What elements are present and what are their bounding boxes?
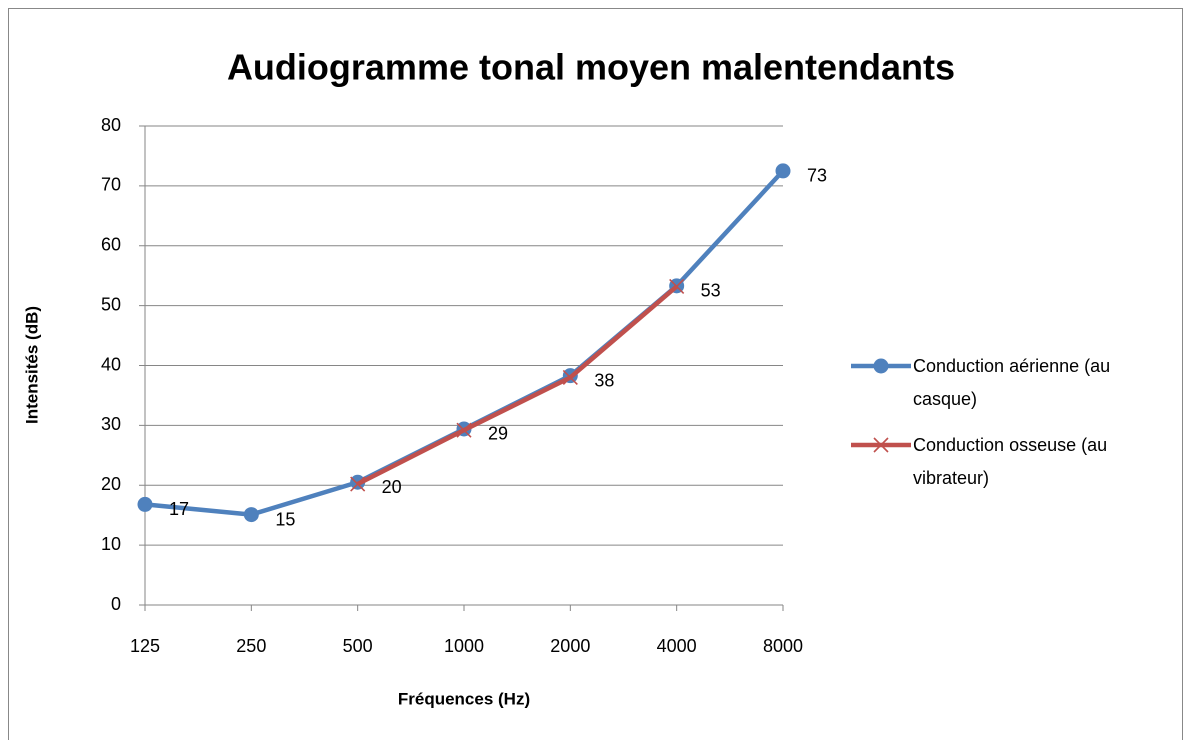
data-point (562, 369, 578, 386)
data-point (243, 507, 259, 523)
data-label: 15 (275, 509, 295, 529)
x-tick-label: 8000 (763, 636, 803, 656)
y-tick-label: 70 (101, 175, 121, 195)
y-tick-label: 80 (101, 115, 121, 135)
y-tick-label: 20 (101, 474, 121, 494)
data-point (669, 278, 685, 295)
chart-title: Audiogramme tonal moyen malentendants (227, 47, 955, 88)
legend-marker (873, 358, 889, 374)
x-tick-label: 500 (343, 636, 373, 656)
series-line (356, 284, 679, 487)
y-axis-title: Intensités (dB) (22, 306, 41, 424)
chart-border (8, 8, 1183, 740)
x-tick-label: 250 (236, 636, 266, 656)
legend-marker (873, 437, 889, 453)
y-tick-label: 0 (111, 594, 121, 614)
legend-entry: Conduction osseuse (au vibrateur) (913, 435, 1108, 488)
series-line (144, 169, 785, 517)
data-label: 17 (169, 499, 189, 519)
y-tick-label: 60 (101, 235, 121, 255)
legend-entry: Conduction aérienne (au casque) (913, 356, 1111, 409)
y-tick-label: 30 (101, 414, 121, 434)
x-tick-label: 1000 (444, 636, 484, 656)
y-tick-label: 40 (101, 354, 121, 374)
data-point (456, 422, 472, 438)
x-tick-label: 4000 (657, 636, 697, 656)
data-point (775, 163, 791, 179)
data-point (137, 496, 153, 512)
data-label: 73 (807, 166, 827, 186)
x-axis-title: Fréquences (Hz) (398, 689, 530, 708)
data-label: 53 (701, 281, 721, 301)
x-tick-label: 2000 (550, 636, 590, 656)
data-label: 20 (382, 477, 402, 497)
y-tick-label: 50 (101, 294, 121, 314)
y-tick-label: 10 (101, 534, 121, 554)
data-point (350, 476, 366, 492)
data-label: 38 (594, 370, 614, 390)
data-label: 29 (488, 424, 508, 444)
x-tick-label: 125 (130, 636, 160, 656)
